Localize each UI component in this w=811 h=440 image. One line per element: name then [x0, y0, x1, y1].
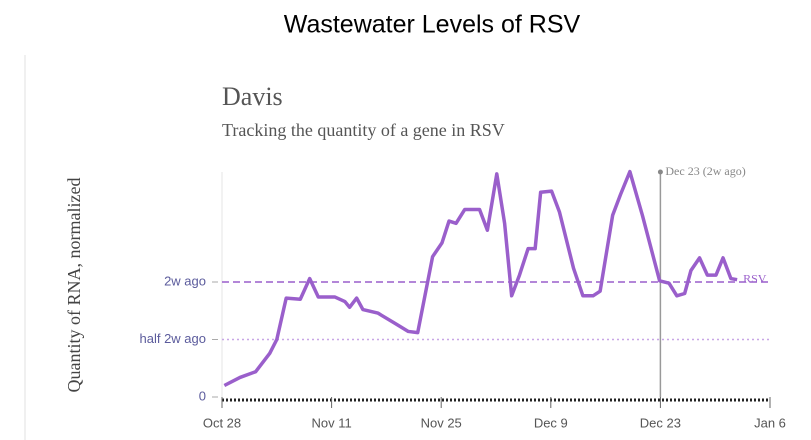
annotation-label: Dec 23 (2w ago): [665, 164, 745, 178]
chart-subtitle: Tracking the quantity of a gene in RSV: [222, 120, 505, 140]
x-tick-label: Oct 28: [203, 415, 241, 430]
y-tick-label: 0: [199, 388, 206, 403]
x-tick-label: Nov 11: [311, 415, 351, 430]
x-tick-label: Dec 23: [640, 415, 681, 430]
x-tick-label: Jan 6: [754, 415, 786, 430]
annotation-dot: [657, 169, 663, 175]
y-axis-label: Quantity of RNA, normalized: [64, 178, 84, 393]
series-label: RSV: [743, 271, 767, 285]
chart-title: Davis: [222, 82, 283, 111]
data-line: [223, 169, 738, 388]
y-tick-label: half 2w ago: [140, 331, 207, 346]
x-tick-label: Nov 25: [421, 415, 462, 430]
y-tick-label: 2w ago: [164, 273, 206, 288]
x-tick-label: Dec 9: [534, 415, 568, 430]
page-title: Wastewater Levels of RSV: [284, 11, 581, 39]
